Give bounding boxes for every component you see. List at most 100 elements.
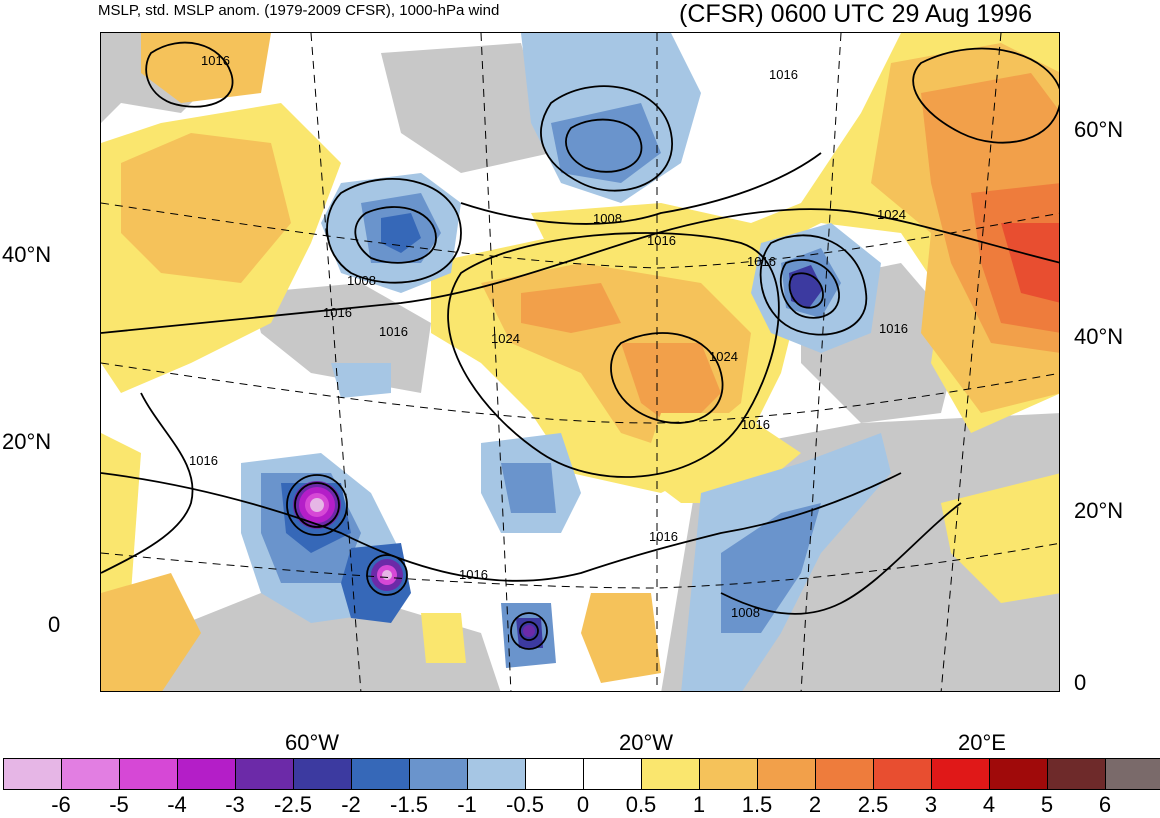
lat-label-right-40n: 40°N: [1074, 324, 1124, 349]
land-greenland: [381, 43, 551, 173]
colorbar-swatch: [352, 759, 410, 789]
colorbar-swatch: [932, 759, 990, 789]
colorbar-labels: -6 -5 -4 -3 -2.5 -2 -1.5 -1 -0.5 0 0.5 1 1.5 2 2.5 3 4 5 6: [0, 792, 1160, 817]
colorbar-tick-label: 1: [692, 792, 706, 817]
colorbar-swatch: [1106, 759, 1160, 789]
isobar-europe-low-2: [779, 258, 840, 319]
negative-anomaly-labrador-core: [381, 213, 421, 253]
colorbar-swatch: [468, 759, 526, 789]
isobar-labrador-low-1: [326, 178, 462, 284]
isobar-cyclone-center: [366, 554, 408, 596]
colorbar-swatch: [990, 759, 1048, 789]
graticule-lon-60w: [310, 33, 362, 691]
colorbar-tick-label: -4: [167, 792, 187, 817]
contour-label: 1016: [649, 529, 678, 544]
positive-anomaly-north-top: [141, 33, 271, 103]
colorbar-swatch: [4, 759, 62, 789]
lat-label-left-20n: 20°N: [2, 429, 52, 454]
colorbar-swatch: [178, 759, 236, 789]
lon-label-60w: 60°W: [285, 730, 340, 755]
graticule-lat-0: [101, 542, 1059, 589]
map-title-left: MSLP, std. MSLP anom. (1979-2009 CFSR), …: [98, 2, 500, 19]
contour-label: 1016: [459, 567, 488, 582]
contour-label: 1024: [877, 207, 906, 222]
isobar-north-west: [145, 41, 234, 108]
colorbar-tick-label: -5: [109, 792, 129, 817]
contour-label: 1016: [769, 67, 798, 82]
contour-label: 1024: [709, 349, 738, 364]
isobar-atlantic-high-outer: [447, 232, 780, 478]
colorbar-tick-label: -0.5: [506, 792, 544, 817]
isobar-cyclone-west: [286, 474, 348, 536]
positive-anomaly-atlantic-high-core2: [621, 343, 721, 433]
negative-anomaly-gulf-guinea-inner: [721, 503, 821, 633]
colorbar-tick-label: 6: [1098, 792, 1112, 817]
lat-label-right-20n: 20°N: [1074, 498, 1124, 523]
contour-label: 1016: [879, 321, 908, 336]
cyclone-south-ring: [523, 625, 535, 637]
colorbar-swatch: [410, 759, 468, 789]
lat-label-right-0: 0: [1074, 670, 1087, 695]
graticule-lon-40w: [480, 33, 512, 691]
graticule-lon-0: [800, 33, 842, 691]
colorbar-tick-label: -1.5: [390, 792, 428, 817]
isobar-north-sea-low-inner: [565, 118, 643, 173]
colorbar-swatch: [120, 759, 178, 789]
colorbar-swatch: [1048, 759, 1106, 789]
positive-anomaly-small-south-yellow: [421, 613, 466, 663]
contour-label: 1016: [741, 417, 770, 432]
contour-label: 1016: [747, 254, 776, 269]
graticule-lat-40n: [101, 202, 1059, 269]
negative-anomaly-central-atlantic-inner: [501, 463, 556, 513]
contour-label: 1016: [379, 324, 408, 339]
isobar-1016-band: [101, 208, 1059, 334]
isobar-contours: [101, 41, 1059, 650]
colorbar-tick-label: -6: [51, 792, 71, 817]
graticule: [101, 33, 1059, 691]
graticule-lat-20n: [101, 362, 1059, 424]
tropical-cyclones: [293, 481, 535, 637]
colorbar-tick-label: -2: [341, 792, 361, 817]
colorbar-swatch: [642, 759, 700, 789]
colorbar: [3, 758, 1160, 790]
colorbar-tick-label: 2.5: [857, 792, 889, 817]
anomaly-shading: [101, 33, 1059, 691]
cyclone-center-ring-3: [382, 570, 392, 580]
lat-label-right-60n: 60°N: [1074, 117, 1124, 142]
map-title-right: (CFSR) 0600 UTC 29 Aug 1996: [679, 0, 1032, 28]
isobar-1008-africa: [720, 502, 962, 615]
colorbar-tick-label: -3: [225, 792, 245, 817]
lon-label-20w: 20°W: [619, 730, 674, 755]
isobar-cyclone-west-2: [294, 482, 340, 528]
isobar-west-coast: [101, 392, 194, 574]
graticule-lon-20e: [940, 33, 1002, 691]
isobar-atlantic-high-inner: [610, 332, 724, 424]
isobar-1008-north: [460, 152, 822, 225]
lat-label-left-40n: 40°N: [2, 242, 52, 267]
colorbar-tick-label: 5: [1040, 792, 1054, 817]
isobar-cyclone-south: [510, 612, 548, 650]
negative-anomaly-small-sw: [331, 363, 391, 398]
contour-labels: 1016 1016 1008 1016 1016 1024 1024 1016 …: [189, 53, 908, 620]
positive-anomaly-southwest: [101, 573, 201, 691]
positive-anomaly-small-south: [581, 593, 661, 683]
land-south-america: [141, 593, 501, 691]
contour-label: 1016: [201, 53, 230, 68]
colorbar-swatch: [294, 759, 352, 789]
contour-label: 1008: [347, 273, 376, 288]
colorbar-tick-label: 4: [982, 792, 996, 817]
colorbar-swatch: [526, 759, 584, 789]
isobar-cyclone-south-2: [519, 621, 539, 641]
colorbar-tick-label: 2: [808, 792, 822, 817]
colorbar-tick-label: 0: [576, 792, 590, 817]
contour-label: 1024: [491, 331, 520, 346]
colorbar-tick-label: 1.5: [741, 792, 773, 817]
isobar-europe-low-3: [788, 272, 824, 309]
contour-label: 1008: [731, 605, 760, 620]
colorbar-swatch: [816, 759, 874, 789]
colorbar-swatch: [584, 759, 642, 789]
positive-anomaly-atlantic-high-core: [521, 283, 621, 333]
contour-label: 1016: [647, 233, 676, 248]
colorbar-swatch: [758, 759, 816, 789]
colorbar-tick-label: 0.5: [625, 792, 657, 817]
